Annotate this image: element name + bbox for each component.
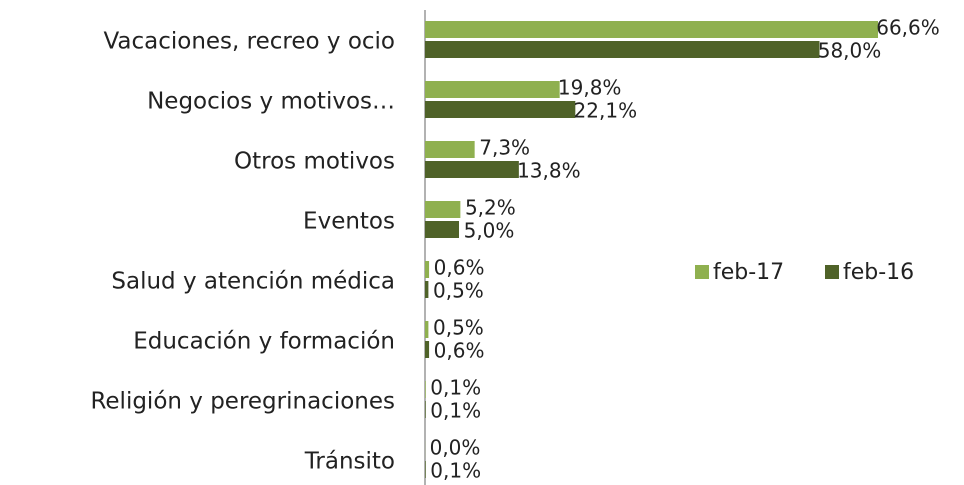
- value-label: 13,8%: [517, 159, 581, 183]
- value-label: 19,8%: [558, 76, 622, 100]
- category-label: Educación y formación: [133, 329, 395, 355]
- value-label: 66,6%: [876, 16, 940, 40]
- value-label: 0,1%: [430, 376, 481, 400]
- value-label: 0,5%: [433, 316, 484, 340]
- legend-swatch: [825, 265, 839, 279]
- value-label: 22,1%: [574, 99, 638, 123]
- legend-label: feb-16: [843, 260, 914, 285]
- bar: [425, 201, 461, 218]
- value-label: 0,5%: [433, 279, 484, 303]
- bar: [425, 221, 460, 238]
- bar: [425, 101, 576, 118]
- category-label: Eventos: [303, 209, 395, 235]
- legend-label: feb-17: [713, 260, 784, 285]
- value-label: 58,0%: [818, 39, 882, 63]
- bar: [425, 141, 475, 158]
- bar: [425, 321, 429, 338]
- bar: [425, 161, 519, 178]
- bar: [425, 401, 426, 418]
- category-label: Tránsito: [304, 449, 395, 475]
- bar: [425, 261, 430, 278]
- bar: [425, 341, 430, 358]
- category-label: Vacaciones, recreo y ocio: [103, 29, 395, 55]
- bar: [425, 381, 426, 398]
- value-label: 5,2%: [465, 196, 516, 220]
- value-label: 5,0%: [464, 219, 515, 243]
- value-label: 0,6%: [434, 256, 485, 280]
- value-label: 0,0%: [430, 436, 481, 460]
- bar: [425, 41, 820, 58]
- value-label: 0,1%: [430, 459, 481, 483]
- bar: [425, 81, 560, 98]
- value-label: 0,6%: [434, 339, 485, 363]
- bar: [425, 21, 878, 38]
- category-label: Salud y atención médica: [111, 269, 395, 295]
- category-label: Otros motivos: [234, 149, 395, 175]
- value-label: 7,3%: [479, 136, 530, 160]
- bar: [425, 461, 426, 478]
- category-label: Negocios y motivos…: [147, 89, 395, 115]
- value-label: 0,1%: [430, 399, 481, 423]
- bar: [425, 281, 429, 298]
- category-label: Religión y peregrinaciones: [90, 389, 395, 415]
- legend-swatch: [695, 265, 709, 279]
